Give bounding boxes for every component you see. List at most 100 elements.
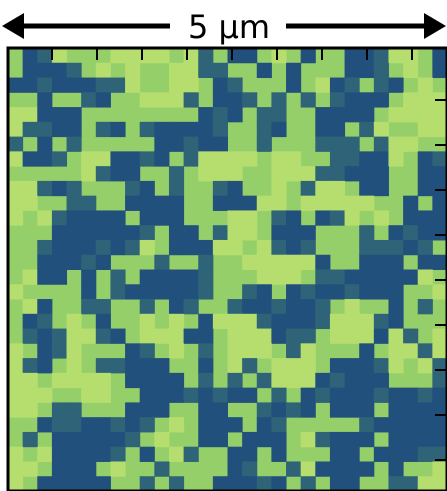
domain-pixel [228,196,243,211]
domain-pixel [125,240,140,255]
domain-pixel [125,373,140,388]
domain-pixel [23,107,38,122]
domain-pixel [388,388,403,403]
domain-pixel [388,329,403,344]
domain-pixel [228,343,243,358]
domain-pixel [271,196,286,211]
domain-pixel [286,402,301,417]
domain-pixel [37,314,52,329]
domain-pixel [388,270,403,285]
domain-pixel [242,358,257,373]
domain-pixel [286,151,301,166]
domain-pixel [432,166,447,181]
domain-pixel [345,210,360,225]
domain-pixel [67,447,82,462]
figure: 5 µm [0,0,447,491]
domain-pixel [301,196,316,211]
domain-pixel [154,270,169,285]
domain-pixel [257,373,272,388]
domain-pixel [315,122,330,137]
domain-pixel [301,284,316,299]
domain-pixel [169,270,184,285]
domain-pixel [125,78,140,93]
domain-pixel [81,240,96,255]
domain-pixel [81,151,96,166]
domain-pixel [52,432,67,447]
domain-pixel [271,388,286,403]
domain-pixel [418,240,433,255]
domain-pixel [37,137,52,152]
domain-pixel [286,461,301,476]
domain-pixel [8,122,23,137]
domain-pixel [228,225,243,240]
domain-pixel [330,314,345,329]
domain-pixel [96,388,111,403]
domain-pixel [271,240,286,255]
domain-pixel [315,373,330,388]
domain-pixel [110,122,125,137]
domain-pixel [345,329,360,344]
domain-pixel [345,388,360,403]
domain-pixel [213,137,228,152]
domain-pixel [23,122,38,137]
domain-pixel [286,314,301,329]
domain-pixel [52,373,67,388]
domain-pixel [37,255,52,270]
domain-pixel [345,476,360,491]
domain-pixel [37,151,52,166]
domain-pixel [52,78,67,93]
domain-pixel [301,476,316,491]
domain-pixel [330,461,345,476]
domain-pixel [23,63,38,78]
domain-pixel [374,240,389,255]
domain-pixel [154,137,169,152]
domain-pixel [374,447,389,462]
domain-pixel [315,166,330,181]
domain-pixel [169,166,184,181]
domain-pixel [374,122,389,137]
domain-pixel [301,402,316,417]
domain-pixel [359,461,374,476]
domain-pixel [345,461,360,476]
domain-pixel [418,107,433,122]
domain-pixel [198,402,213,417]
domain-pixel [257,137,272,152]
domain-pixel [359,240,374,255]
domain-pixel [184,299,199,314]
domain-pixel [198,329,213,344]
domain-pixel [110,240,125,255]
domain-pixel [388,476,403,491]
domain-pixel [403,402,418,417]
domain-pixel [184,329,199,344]
domain-pixel [67,343,82,358]
domain-pixel [374,329,389,344]
domain-pixel [184,137,199,152]
domain-pixel [23,151,38,166]
domain-pixel [301,92,316,107]
domain-pixel [23,461,38,476]
domain-pixel [37,122,52,137]
domain-pixel [169,181,184,196]
domain-pixel [52,210,67,225]
domain-pixel [169,240,184,255]
domain-pixel [418,122,433,137]
domain-pixel [140,314,155,329]
domain-pixel [418,92,433,107]
domain-pixel [257,329,272,344]
domain-pixel [198,166,213,181]
domain-pixel [418,78,433,93]
domain-pixel [213,107,228,122]
domain-pixel [52,447,67,462]
domain-pixel [359,388,374,403]
domain-pixel [8,284,23,299]
domain-pixel [67,210,82,225]
domain-pixel [257,402,272,417]
domain-pixel [388,402,403,417]
domain-pixel [23,358,38,373]
domain-pixel [374,255,389,270]
domain-pixel [330,92,345,107]
domain-pixel [125,196,140,211]
domain-pixel [345,402,360,417]
domain-pixel [140,196,155,211]
domain-pixel [257,122,272,137]
